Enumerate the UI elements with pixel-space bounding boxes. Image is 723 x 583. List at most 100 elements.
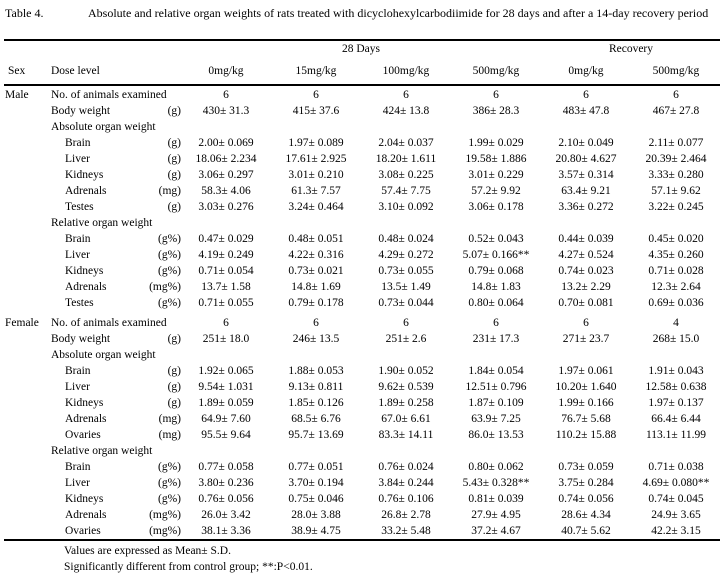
row-label: Adrenals	[65, 509, 107, 521]
cell-value: 0.74± 0.056	[558, 493, 614, 505]
sex-label: Male	[5, 89, 29, 101]
table-row: Absolute organ weight	[0, 347, 723, 363]
row-label-cell: Adrenals (mg%)	[51, 507, 181, 523]
row-label: Liver	[65, 153, 90, 165]
header-dose-2: 100mg/kg	[382, 65, 430, 77]
row-label-cell: Adrenals (mg)	[51, 183, 181, 199]
cell-value: 0.71± 0.054	[198, 265, 254, 277]
sex-label	[5, 411, 51, 427]
row-label: Kidneys	[65, 493, 104, 505]
top-rule	[4, 39, 720, 41]
row-unit: (mg)	[158, 413, 181, 425]
row-label-cell: Brain (g%)	[51, 231, 181, 247]
cell-value: 38.1± 3.36	[201, 525, 251, 537]
cell-value: 4.27± 0.524	[558, 249, 614, 261]
table-row: Adrenals (mg%) 13.7± 1.58 14.8± 1.69 13.5± 1…	[0, 279, 723, 295]
row-unit: (g%)	[158, 297, 181, 309]
row-label-cell: No. of animals examined	[51, 315, 181, 331]
cell-value: 231± 17.3	[472, 333, 520, 345]
cell-value: 58.3± 4.06	[201, 185, 251, 197]
table-row: Kidneys (g) 3.06± 0.297 3.01± 0.210 3.08± 0.…	[0, 167, 723, 183]
row-label-cell: Kidneys (g%)	[51, 491, 181, 507]
cell-value: 13.7± 1.58	[201, 281, 251, 293]
row-unit: (g%)	[158, 265, 181, 277]
cell-value: 0.77± 0.051	[288, 461, 344, 473]
cell-value: 0.52± 0.043	[468, 233, 524, 245]
header-dose-5: 500mg/kg	[652, 65, 700, 77]
cell-value: 57.2± 9.92	[471, 185, 521, 197]
row-label-cell: Testes (g)	[51, 199, 181, 215]
cell-value: 9.13± 0.811	[288, 381, 344, 393]
cell-value: 3.03± 0.276	[198, 201, 254, 213]
cell-value: 57.4± 7.75	[381, 185, 431, 197]
cell-value: 28.0± 3.88	[291, 509, 341, 521]
header-rule	[4, 84, 720, 86]
row-unit: (g%)	[158, 249, 181, 261]
row-unit: (g)	[167, 169, 181, 181]
sex-label	[5, 427, 51, 443]
sex-label	[5, 475, 51, 491]
cell-value: 0.76± 0.056	[198, 493, 254, 505]
cell-value: 0.71± 0.038	[648, 461, 704, 473]
sex-label	[5, 395, 51, 411]
table-row: Liver (g%) 3.80± 0.236 3.70± 0.194 3.84± 0.2…	[0, 475, 723, 491]
sex-label	[5, 183, 51, 199]
cell-value: 95.5± 9.64	[201, 429, 251, 441]
footnotes: Values are expressed as Mean± S.D. Signi…	[64, 543, 723, 575]
row-label-cell: Testes (g%)	[51, 295, 181, 311]
table-row: Ovaries (mg) 95.5± 9.64 95.7± 13.69 83.3± 14…	[0, 427, 723, 443]
header-dose-1: 15mg/kg	[295, 65, 337, 77]
sex-label	[5, 247, 51, 263]
table-row: Adrenals (mg) 64.9± 7.60 68.5± 6.76 67.0± 6.…	[0, 411, 723, 427]
cell-value: 63.9± 7.25	[471, 413, 521, 425]
row-label: No. of animals examined	[51, 317, 167, 329]
cell-value: 0.81± 0.039	[468, 493, 524, 505]
cell-value: 3.33± 0.280	[648, 169, 704, 181]
bottom-rule	[4, 539, 720, 541]
section-female: Female No. of animals examined 6 6 6 6 6 4 Body …	[0, 315, 723, 539]
cell-value: 1.97± 0.089	[288, 137, 344, 149]
row-label-cell: Absolute organ weight	[51, 347, 181, 363]
cell-value: 268± 15.0	[652, 333, 700, 345]
cell-value: 3.06± 0.178	[468, 201, 524, 213]
row-label: Testes	[65, 297, 94, 309]
cell-value: 1.99± 0.029	[468, 137, 524, 149]
table-row: Brain (g%) 0.77± 0.058 0.77± 0.051 0.76± 0.0…	[0, 459, 723, 475]
cell-value: 2.10± 0.049	[558, 137, 614, 149]
row-label-cell: No. of animals examined	[51, 87, 181, 103]
row-unit: (g)	[167, 381, 181, 393]
row-label: Relative organ weight	[51, 217, 153, 229]
row-unit: (mg)	[158, 185, 181, 197]
cell-value: 0.73± 0.055	[378, 265, 434, 277]
table-row: Kidneys (g%) 0.71± 0.054 0.73± 0.021 0.73± 0…	[0, 263, 723, 279]
row-label: Liver	[65, 381, 90, 393]
table-number-label: Table 4.	[5, 6, 44, 20]
column-group-recovery: Recovery	[608, 43, 654, 55]
cell-value: 26.8± 2.78	[381, 509, 431, 521]
row-label: Kidneys	[65, 265, 104, 277]
table-row: Body weight (g) 430± 31.3 415± 37.6 424± 13.…	[0, 103, 723, 119]
cell-value: 9.62± 0.539	[378, 381, 434, 393]
cell-value: 24.9± 3.65	[651, 509, 701, 521]
sex-label	[5, 507, 51, 523]
cell-value: 38.9± 4.75	[291, 525, 341, 537]
cell-value: 3.75± 0.284	[558, 477, 614, 489]
cell-value: 76.7± 5.68	[561, 413, 611, 425]
sex-label	[5, 459, 51, 475]
header-dose-4: 0mg/kg	[568, 65, 604, 77]
table-row: Kidneys (g) 1.89± 0.059 1.85± 0.126 1.89± 0.…	[0, 395, 723, 411]
cell-value: 42.2± 3.15	[651, 525, 701, 537]
row-label: Ovaries	[65, 525, 101, 537]
row-label: Brain	[65, 233, 91, 245]
table-row: Adrenals (mg%) 26.0± 3.42 28.0± 3.88 26.8± 2…	[0, 507, 723, 523]
cell-value: 4.69± 0.080**	[642, 477, 710, 489]
cell-value: 3.36± 0.272	[558, 201, 614, 213]
cell-value: 4.22± 0.316	[288, 249, 344, 261]
sex-label	[5, 199, 51, 215]
cell-value: 5.07± 0.166**	[462, 249, 530, 261]
row-label: Brain	[65, 137, 91, 149]
row-label-cell: Kidneys (g%)	[51, 263, 181, 279]
sex-label	[5, 215, 51, 231]
table-row: Adrenals (mg) 58.3± 4.06 61.3± 7.57 57.4± 7.…	[0, 183, 723, 199]
table-row: Body weight (g) 251± 18.0 246± 13.5 251± 2.6…	[0, 331, 723, 347]
